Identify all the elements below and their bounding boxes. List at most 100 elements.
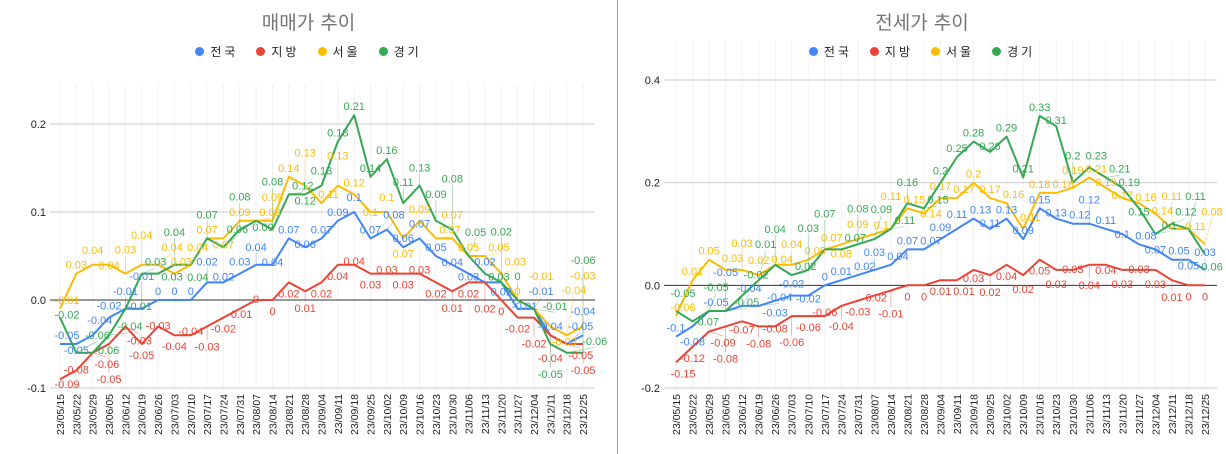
legend-item[interactable]: 전국 [808, 43, 852, 60]
data-label: -0.04 [561, 285, 586, 297]
data-label: 0.04 [764, 224, 785, 236]
label-leader-line [923, 205, 939, 209]
x-tick-label: 23/11/13 [1101, 394, 1113, 434]
data-label: 0.15 [1128, 206, 1149, 218]
data-label: 0.03 [1194, 247, 1215, 259]
data-label: -0.05 [129, 350, 154, 362]
chart-legend: 전국 지방 서울 경기 [618, 43, 1226, 60]
data-label: -0.02 [211, 324, 236, 336]
x-tick-label: 23/10/16 [415, 394, 427, 435]
data-label: -0.02 [96, 301, 121, 313]
x-tick-label: 23/10/09 [398, 394, 410, 435]
data-label: -0.05 [64, 345, 89, 357]
data-label: -0.03 [146, 320, 171, 332]
data-label: 0.07 [213, 239, 234, 251]
data-label: -0.08 [713, 353, 738, 365]
x-tick-label: 23/12/25 [1200, 394, 1212, 435]
data-labels: -0.1 -0.15 -0.06 -0.05 -0.08 -0.12 0.01 -0.07 -0… [667, 102, 1223, 380]
data-label: 0.01 [831, 266, 852, 278]
x-tick-label: 23/08/28 [300, 394, 312, 435]
data-label: -0.08 [746, 338, 771, 350]
data-label: -0.04 [117, 321, 142, 333]
data-label: -0.06 [779, 337, 804, 349]
data-label: 0.02 [979, 287, 1000, 299]
data-label: 0.09 [425, 189, 446, 201]
x-tick-label: 23/06/26 [153, 394, 165, 435]
legend-item[interactable]: 서울 [317, 43, 361, 60]
chart-title: 매매가 추이 [261, 12, 356, 34]
data-label: -0.01 [542, 301, 567, 313]
data-label: 0.04 [262, 257, 283, 269]
legend-item[interactable]: 지방 [256, 43, 299, 60]
data-label: 0.16 [1135, 192, 1156, 204]
data-label: 0.04 [164, 227, 185, 239]
label-leader-line [675, 299, 684, 312]
data-label: 0.09 [262, 192, 283, 204]
legend-item[interactable]: 경기 [992, 43, 1035, 60]
label-leader-line [566, 296, 574, 336]
data-label: 0.03 [864, 247, 885, 259]
x-tick-label: 23/11/06 [1084, 394, 1096, 434]
data-label: 0.08 [442, 174, 463, 186]
data-label: -0.04 [767, 292, 792, 304]
x-tick-label: 23/09/04 [317, 394, 329, 435]
x-tick-label: 23/10/09 [1018, 394, 1030, 435]
label-leader-line [76, 341, 98, 354]
data-label: 0.09 [1012, 225, 1033, 237]
x-tick-label: 23/11/27 [1134, 394, 1146, 434]
data-label: 0.18 [327, 128, 348, 140]
data-label: 0.07 [821, 232, 842, 244]
data-label: -0.01 [54, 295, 79, 307]
legend-item[interactable]: 지방 [869, 43, 913, 60]
x-tick-label: 23/08/14 [267, 394, 279, 435]
data-label: 0 [269, 306, 275, 318]
data-label: -0.05 [568, 321, 593, 333]
data-label: 0 [253, 294, 259, 306]
data-label: 0.02 [196, 256, 217, 268]
x-tick-label: 23/05/15 [671, 394, 683, 435]
data-label: 0.09 [871, 204, 892, 216]
data-label: 0.1 [1162, 220, 1177, 232]
data-label: 0.04 [1079, 280, 1100, 292]
x-tick-label: 23/05/22 [688, 394, 700, 435]
legend-item[interactable]: 경기 [378, 43, 422, 60]
data-label: -0.06 [94, 359, 119, 371]
data-label: -0.01 [113, 286, 138, 298]
data-label: 0.11 [1185, 221, 1206, 233]
data-label: 0.05 [458, 242, 479, 254]
data-label: -0.01 [528, 271, 553, 283]
data-label: -0.06 [670, 302, 695, 314]
label-leader-line [874, 215, 882, 240]
label-leader-line [1105, 174, 1120, 178]
x-tick-label: 23/05/22 [71, 394, 83, 435]
data-label: 0 [155, 286, 161, 298]
data-label: 0.04 [131, 230, 152, 242]
sale-price-chart: 0.2 0.1 0.0 -0.1 23/05/15 23/05/22 23/05/29 23/… [27, 12, 607, 435]
x-tick-label: 23/09/11 [333, 394, 345, 434]
data-label: 0.05 [488, 242, 509, 254]
data-label: 0.07 [920, 235, 941, 247]
data-label: 0.11 [895, 215, 916, 227]
data-label: 0.09 [327, 207, 348, 219]
data-label: 0.03 [798, 223, 819, 235]
legend-swatch [931, 47, 940, 56]
legend-item[interactable]: 서울 [931, 43, 974, 60]
x-tick-label: 23/11/20 [1117, 394, 1129, 434]
sale-price-plot: 0.2 0.1 0.0 -0.1 23/05/15 23/05/22 23/05/29 23/… [27, 84, 607, 435]
legend-label: 지방 [271, 45, 300, 59]
data-label: 0.13 [409, 163, 430, 175]
label-leader-line [468, 238, 476, 257]
y-tick-label: 0.2 [31, 119, 46, 131]
x-tick-label: 23/10/16 [1035, 394, 1047, 435]
x-tick-label: 23/06/12 [120, 394, 132, 435]
data-label: 0.04 [771, 254, 792, 266]
x-tick-label: 23/12/11 [1167, 394, 1179, 434]
label-leader-line [190, 253, 199, 265]
data-label: -0.05 [670, 288, 695, 300]
x-tick-label: 23/07/17 [202, 394, 214, 435]
legend-item[interactable]: 전국 [195, 43, 238, 60]
label-leader-line [386, 220, 395, 230]
x-tick-label: 23/10/02 [382, 394, 394, 435]
data-label: -0.04 [538, 353, 563, 365]
series-line-전국 [60, 211, 584, 345]
